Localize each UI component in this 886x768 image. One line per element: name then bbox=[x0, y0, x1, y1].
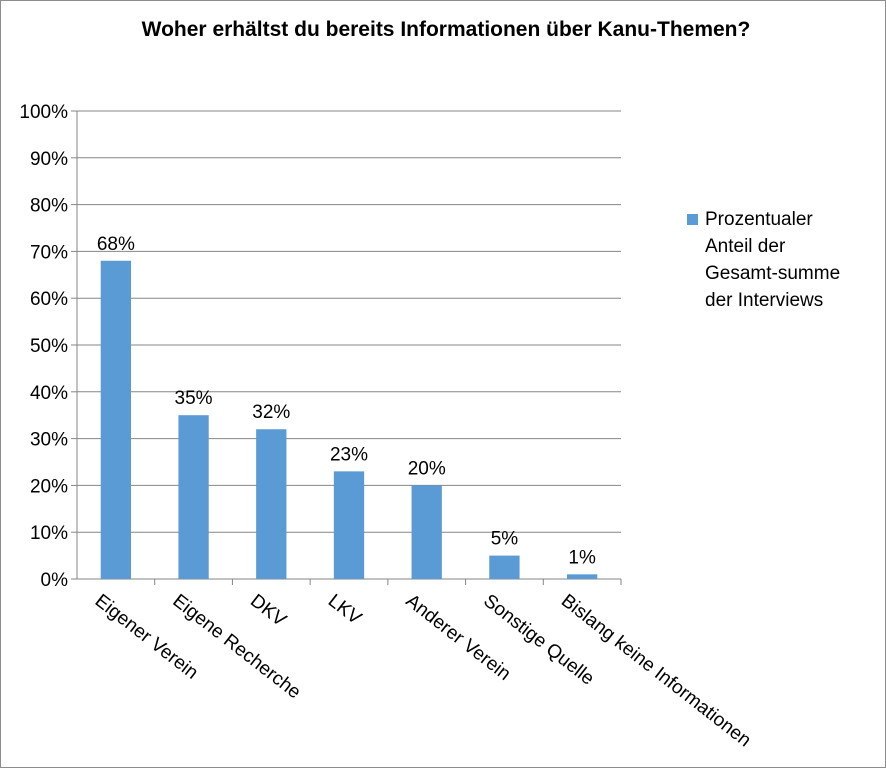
legend-swatch bbox=[687, 214, 698, 225]
bar bbox=[566, 574, 598, 579]
bar bbox=[411, 485, 442, 579]
y-tick-label: 30% bbox=[30, 430, 68, 451]
y-tick-label: 100% bbox=[19, 102, 68, 123]
category-label: Eigene Recherche bbox=[168, 590, 304, 703]
bar bbox=[333, 471, 365, 579]
bar bbox=[256, 429, 287, 579]
bar bbox=[178, 415, 209, 579]
bar bbox=[489, 555, 520, 579]
y-tick-label: 90% bbox=[30, 149, 68, 170]
data-label: 68% bbox=[97, 234, 135, 255]
y-tick-label: 0% bbox=[41, 570, 69, 591]
y-tick-label: 50% bbox=[30, 336, 68, 357]
data-label: 20% bbox=[408, 458, 446, 479]
data-label: 1% bbox=[568, 547, 596, 568]
data-label: 5% bbox=[491, 529, 519, 550]
y-tick-label: 80% bbox=[30, 196, 68, 217]
y-tick-label: 60% bbox=[30, 289, 68, 310]
bar bbox=[100, 260, 132, 579]
data-label: 23% bbox=[330, 444, 368, 465]
data-label: 32% bbox=[252, 402, 290, 423]
legend-label: Prozentualer Anteil der Gesamt-summe der… bbox=[705, 209, 841, 311]
chart-title: Woher erhältst du bereits Informationen … bbox=[141, 18, 751, 41]
data-label: 35% bbox=[175, 388, 213, 409]
y-tick-label: 10% bbox=[30, 523, 68, 544]
y-tick-label: 20% bbox=[30, 476, 68, 497]
category-label: LKV bbox=[324, 590, 365, 629]
y-tick-label: 70% bbox=[30, 242, 68, 263]
category-label: DKV bbox=[246, 590, 290, 631]
y-tick-label: 40% bbox=[30, 383, 68, 404]
